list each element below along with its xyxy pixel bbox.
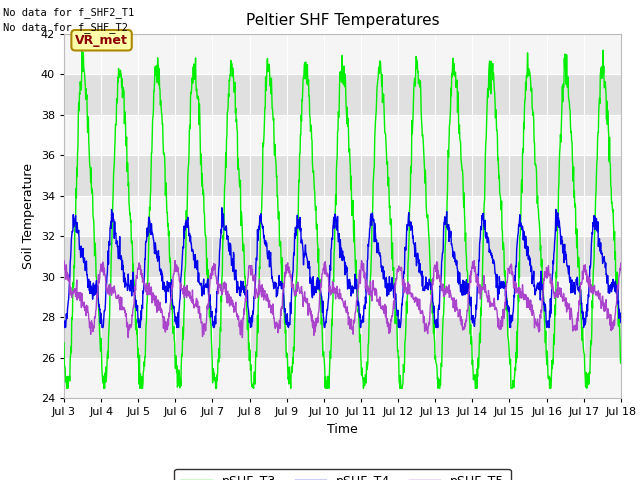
pSHF_T4 xyxy=(218,205,226,211)
pSHF_T5 xyxy=(124,335,132,340)
pSHF_T3 xyxy=(247,362,255,368)
pSHF_T5 xyxy=(60,258,68,264)
pSHF_T5 xyxy=(551,290,559,296)
pSHF_T3 xyxy=(552,312,559,318)
Bar xyxy=(64,236,621,277)
Legend: pSHF_T3, pSHF_T4, pSHF_T5: pSHF_T3, pSHF_T4, pSHF_T5 xyxy=(174,469,511,480)
Line: pSHF_T4: pSHF_T4 xyxy=(64,208,621,327)
Line: pSHF_T5: pSHF_T5 xyxy=(64,261,621,337)
pSHF_T4 xyxy=(246,324,254,330)
pSHF_T4 xyxy=(170,309,178,315)
pSHF_T3 xyxy=(63,385,70,391)
pSHF_T5 xyxy=(502,285,509,290)
pSHF_T5 xyxy=(184,291,192,297)
pSHF_T5 xyxy=(246,263,254,269)
pSHF_T3 xyxy=(172,358,179,363)
Title: Peltier SHF Temperatures: Peltier SHF Temperatures xyxy=(246,13,439,28)
pSHF_T4 xyxy=(60,324,68,330)
pSHF_T3 xyxy=(502,307,510,313)
Text: VR_met: VR_met xyxy=(75,34,128,47)
Line: pSHF_T3: pSHF_T3 xyxy=(64,50,621,388)
Bar xyxy=(64,155,621,196)
Bar xyxy=(64,317,621,358)
Bar xyxy=(64,74,621,115)
Text: No data for f_SHF2_T1: No data for f_SHF2_T1 xyxy=(3,7,134,18)
pSHF_T3 xyxy=(617,360,625,366)
Y-axis label: Soil Temperature: Soil Temperature xyxy=(22,163,35,269)
X-axis label: Time: Time xyxy=(327,423,358,436)
pSHF_T3 xyxy=(78,47,86,53)
pSHF_T4 xyxy=(184,214,191,220)
pSHF_T3 xyxy=(60,340,68,346)
pSHF_T4 xyxy=(429,300,437,306)
pSHF_T5 xyxy=(171,264,179,270)
pSHF_T5 xyxy=(617,260,625,266)
pSHF_T4 xyxy=(502,284,509,290)
pSHF_T5 xyxy=(429,275,437,281)
pSHF_T3 xyxy=(429,330,437,336)
pSHF_T4 xyxy=(617,320,625,325)
Text: No data for f_SHF_T2: No data for f_SHF_T2 xyxy=(3,22,128,33)
pSHF_T4 xyxy=(551,235,559,240)
pSHF_T3 xyxy=(185,162,193,168)
